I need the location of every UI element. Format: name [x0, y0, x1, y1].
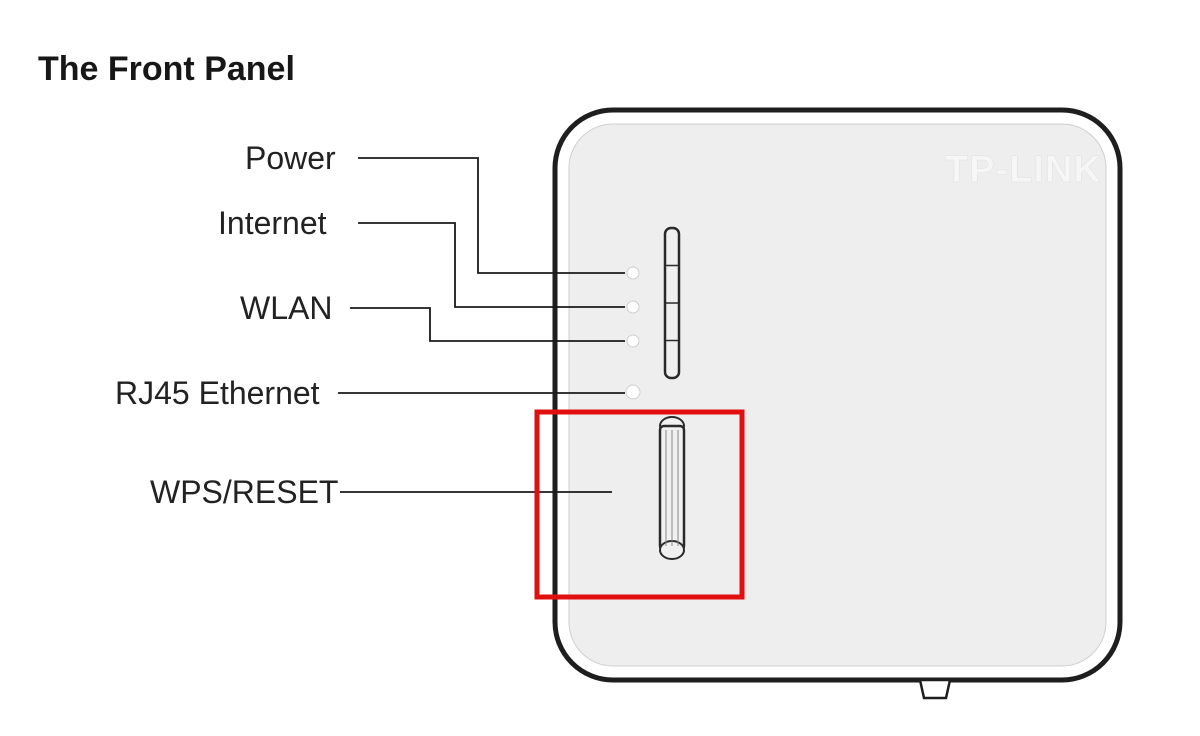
led-indicator-1	[627, 301, 639, 313]
callout-label-0: Power	[245, 140, 336, 177]
front-panel-diagram: TP-LINK	[0, 0, 1200, 736]
led-indicator-0	[627, 267, 639, 279]
brand-logo-text: TP-LINK	[945, 149, 1102, 191]
antenna-top-segment	[665, 228, 679, 378]
callout-label-2: WLAN	[240, 290, 332, 327]
antenna-bottom-segment	[660, 417, 684, 559]
led-indicator-3	[626, 385, 640, 399]
callout-label-1: Internet	[218, 205, 327, 242]
callout-label-3: RJ45 Ethernet	[115, 375, 320, 412]
device-front-face	[569, 124, 1106, 666]
callout-label-4: WPS/RESET	[150, 474, 338, 511]
device-foot	[920, 680, 950, 698]
led-indicator-2	[627, 335, 639, 347]
